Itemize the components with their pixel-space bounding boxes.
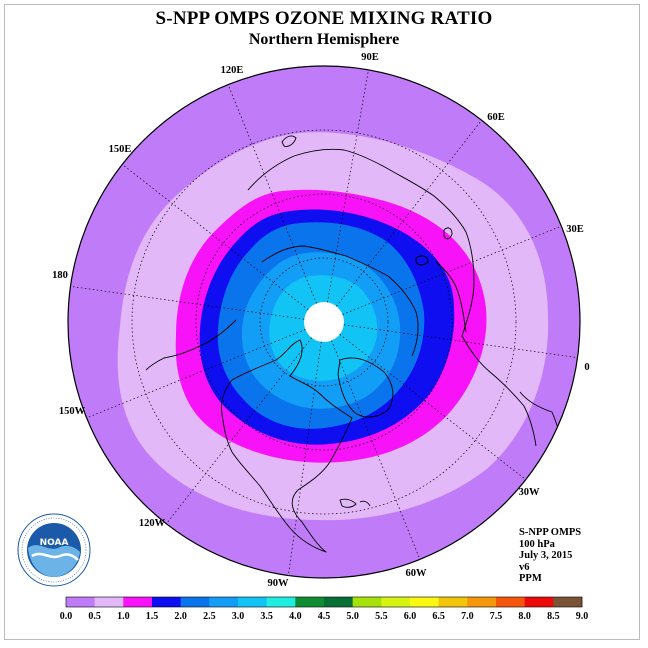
- metadata-units: PPM: [519, 573, 542, 585]
- longitude-label-90e: 90E: [361, 52, 379, 63]
- colorbar-tick-label: 8.5: [547, 611, 560, 622]
- colorbar-swatch: [180, 597, 210, 607]
- coastlines: [145, 135, 567, 553]
- figure-frame: [4, 4, 640, 640]
- colorbar-tick-label: 7.0: [461, 611, 474, 622]
- colorbar-swatch: [66, 597, 95, 607]
- longitude-label-120w: 120W: [139, 518, 166, 529]
- colorbar-tick-label: 8.0: [518, 611, 531, 622]
- longitude-label-60w: 60W: [406, 568, 428, 579]
- colorbar-swatch: [524, 597, 554, 607]
- colorbar-tick-label: 1.5: [146, 611, 159, 622]
- colorbar-swatch: [467, 597, 497, 607]
- map-title: S-NPP OMPS OZONE MIXING RATIO: [155, 8, 493, 29]
- colorbar-tick-label: 3.0: [232, 611, 245, 622]
- longitude-label-90w: 90W: [268, 578, 290, 589]
- colorbar-tick-label: 4.0: [289, 611, 302, 622]
- longitude-label-30w: 30W: [519, 487, 541, 498]
- colorbar-tick-label: 1.0: [117, 611, 130, 622]
- colorbar-tick-label: 6.0: [404, 611, 417, 622]
- colorbar-swatch: [209, 597, 239, 607]
- latitude-circles: [131, 129, 517, 515]
- longitude-label-180: 180: [52, 270, 68, 281]
- colorbar-swatch: [438, 597, 468, 607]
- map-boundary: [67, 65, 581, 579]
- colorbar-swatch: [324, 597, 353, 607]
- colorbar-tick-label: 2.0: [174, 611, 187, 622]
- colorbar-tick-label: 5.0: [346, 611, 359, 622]
- colorbar-swatch: [123, 597, 153, 607]
- colorbar-tick-label: 3.5: [260, 611, 273, 622]
- colorbar-tick-label: 5.5: [375, 611, 388, 622]
- colorbar-swatch: [352, 597, 382, 607]
- colorbar-tick-label: 6.5: [432, 611, 445, 622]
- colorbar-swatch: [266, 597, 296, 607]
- pole-no-data: [304, 302, 344, 342]
- metadata-panel: S-NPP OMPS 100 hPa July 3, 2015 v6 PPM: [519, 527, 581, 585]
- metadata-version: v6: [519, 561, 530, 573]
- colorbar-swatch: [152, 597, 181, 607]
- colorbar-tick-label: 2.5: [203, 611, 216, 622]
- metadata-pressure-level: 100 hPa: [519, 538, 555, 550]
- colorbar-swatch: [410, 597, 439, 607]
- longitude-label-0: 0: [584, 362, 589, 373]
- metadata-date: July 3, 2015: [519, 550, 573, 562]
- colorbar-tick-label: 0.5: [88, 611, 101, 622]
- colorbar-swatch: [94, 597, 124, 607]
- colorbar-swatch: [381, 597, 411, 607]
- colorbar-tick-label: 9.0: [576, 611, 589, 622]
- noaa-logo: NOAA: [17, 513, 91, 587]
- longitude-label-150w: 150W: [59, 406, 86, 417]
- metadata-instrument: S-NPP OMPS: [519, 527, 582, 538]
- meridians: [70, 69, 578, 576]
- colorbar-swatch: [553, 597, 583, 607]
- colorbar-swatch: [238, 597, 267, 607]
- longitude-label-150e: 150E: [109, 144, 132, 155]
- colorbar-swatch: [295, 597, 325, 607]
- longitude-label-120e: 120E: [221, 65, 244, 76]
- svg-text:NOAA: NOAA: [40, 538, 69, 548]
- colorbar-tick-label: 7.5: [490, 611, 503, 622]
- longitude-label-30e: 30E: [566, 224, 584, 235]
- longitude-label-60e: 60E: [487, 112, 505, 123]
- colorbar-tick-label: 0.0: [60, 611, 73, 622]
- colorbar-swatch: [496, 597, 525, 607]
- colorbar-tick-label: 4.5: [318, 611, 331, 622]
- map-subtitle: Northern Hemisphere: [248, 31, 400, 48]
